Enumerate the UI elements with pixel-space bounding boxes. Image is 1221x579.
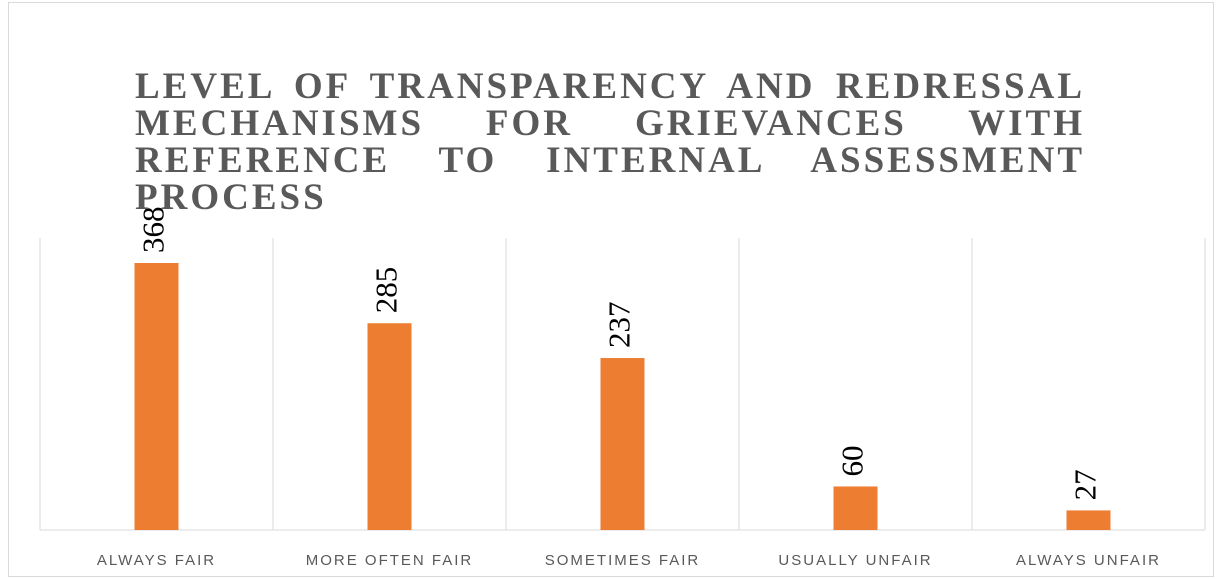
x-tick-label: ALWAYS FAIR: [97, 552, 216, 569]
data-label: 27: [1068, 469, 1103, 500]
bar: [134, 263, 179, 530]
data-label: 60: [835, 445, 870, 476]
x-tick-label: SOMETIMES FAIR: [545, 552, 701, 569]
bar: [833, 486, 878, 530]
x-tick-label: USUALLY UNFAIR: [778, 552, 932, 569]
chart-title: LEVEL OF TRANSPARENCY AND REDRESSAL MECH…: [135, 66, 1085, 218]
data-label: 368: [136, 207, 171, 254]
x-tick-label: ALWAYS UNFAIR: [1016, 552, 1161, 569]
chart-frame: [8, 2, 1214, 577]
data-label: 285: [369, 267, 404, 314]
bar: [1066, 510, 1111, 530]
bar: [600, 358, 645, 530]
data-label: 237: [602, 302, 637, 349]
x-tick-label: MORE OFTEN FAIR: [306, 552, 474, 569]
bar: [367, 323, 412, 530]
